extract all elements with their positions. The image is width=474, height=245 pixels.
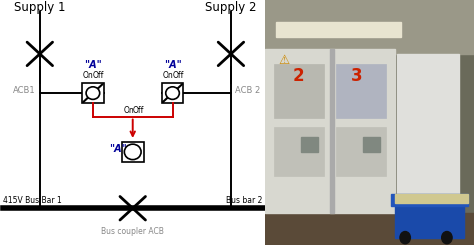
Text: Off: Off <box>93 71 104 80</box>
Bar <box>395 194 468 203</box>
Bar <box>162 83 183 103</box>
Bar <box>274 64 324 118</box>
Bar <box>337 64 386 118</box>
Bar <box>265 0 474 54</box>
Text: 3: 3 <box>351 67 363 85</box>
Bar <box>265 49 395 213</box>
Text: ⚠: ⚠ <box>278 54 289 67</box>
Bar <box>391 194 468 206</box>
Text: Supply 2: Supply 2 <box>205 1 257 14</box>
Text: Off: Off <box>133 106 144 115</box>
Text: ACB1: ACB1 <box>13 86 36 95</box>
Text: Bus coupler ACB: Bus coupler ACB <box>101 227 164 236</box>
Text: 415V Bus Bar 1: 415V Bus Bar 1 <box>3 196 62 205</box>
Text: ACB 2: ACB 2 <box>235 86 260 95</box>
Text: 2: 2 <box>292 67 304 85</box>
Bar <box>122 142 144 162</box>
Text: On: On <box>83 71 93 80</box>
Text: Bus bar 2: Bus bar 2 <box>227 196 263 205</box>
Text: "A": "A" <box>84 60 102 70</box>
Circle shape <box>124 144 141 160</box>
Text: "A": "A" <box>164 60 182 70</box>
Bar <box>337 127 386 176</box>
Bar <box>276 22 401 37</box>
Text: Supply 1: Supply 1 <box>14 1 65 14</box>
Bar <box>274 127 324 176</box>
Bar <box>330 49 334 213</box>
Text: "A": "A" <box>109 144 127 154</box>
Circle shape <box>166 87 179 99</box>
Text: On: On <box>123 106 134 115</box>
Bar <box>364 137 380 152</box>
Bar <box>265 49 395 213</box>
Bar <box>301 137 318 152</box>
Text: Off: Off <box>173 71 184 80</box>
Circle shape <box>86 87 100 99</box>
Text: On: On <box>163 71 173 80</box>
Bar <box>265 213 474 245</box>
Circle shape <box>442 232 452 244</box>
Bar <box>395 201 464 238</box>
Circle shape <box>400 232 410 244</box>
Bar <box>82 83 104 103</box>
Bar <box>397 54 459 201</box>
